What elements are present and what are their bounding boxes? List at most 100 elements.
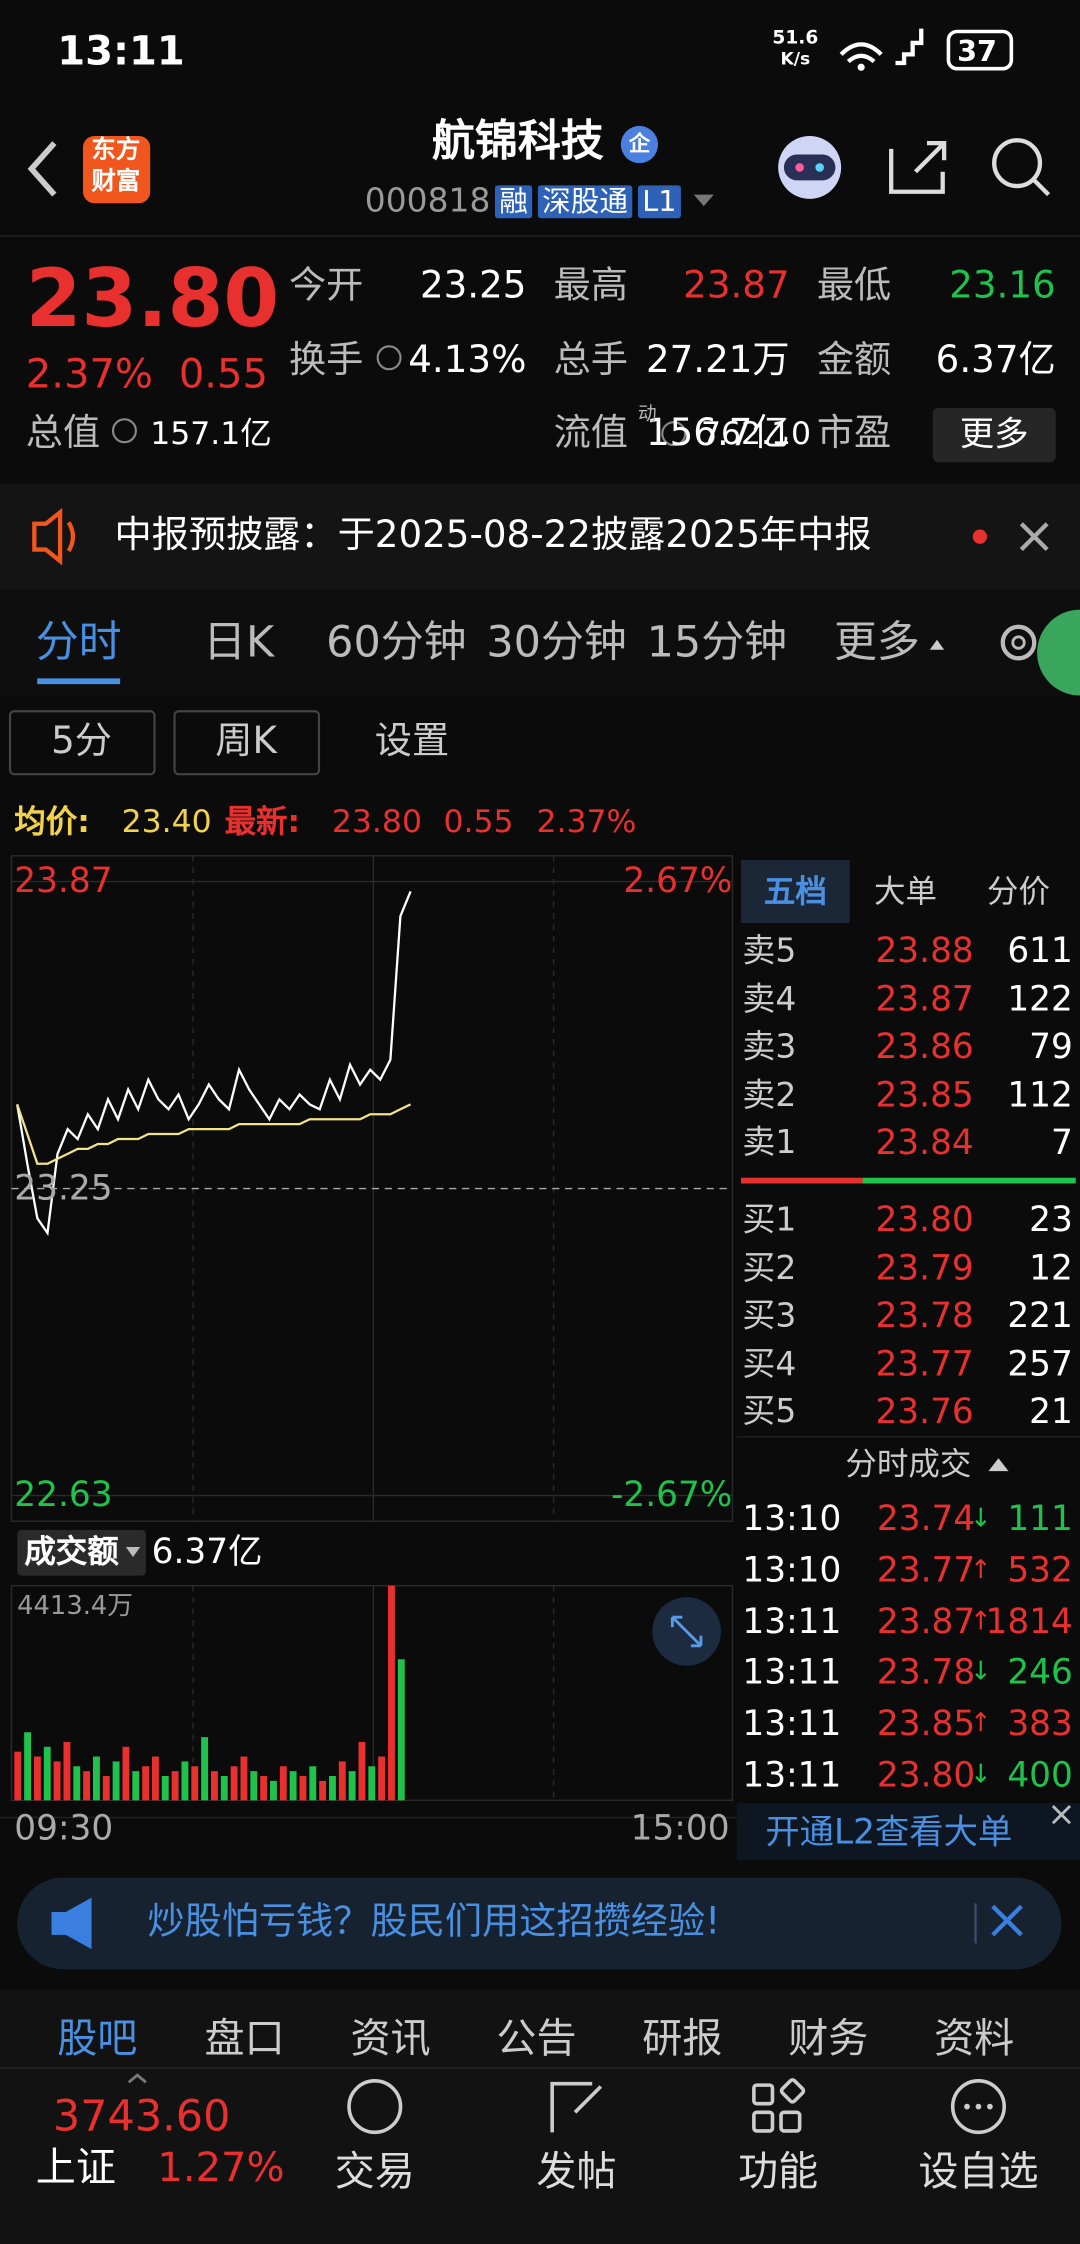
bottom-tab[interactable]: 资讯 (350, 2014, 431, 2063)
volume-bar (319, 1780, 327, 1801)
book-tab[interactable]: 五档 (763, 874, 827, 911)
volume-bar (33, 1756, 41, 1801)
ad-text[interactable]: 炒股怕亏钱？股民们用这招攒经验! (147, 1900, 721, 1944)
volume-bar (92, 1756, 100, 1801)
trade-volume: 111 (1007, 1498, 1073, 1539)
bottom-tab[interactable]: 股吧 (57, 2014, 138, 2063)
volume-bar (220, 1776, 228, 1801)
volume-bar (358, 1741, 366, 1801)
bottom-tab[interactable]: 盘口 (204, 2014, 285, 2063)
footer-action[interactable]: 交易 (334, 2147, 415, 2196)
subtab[interactable]: 5分 (51, 719, 112, 763)
book-volume: 23 (1029, 1199, 1073, 1240)
volume-bar (112, 1761, 120, 1801)
logo: 财富 (91, 167, 141, 197)
volume-title: 成交额 (24, 1534, 119, 1571)
price: 23.80 (25, 253, 280, 347)
book-price: 23.86 (875, 1026, 974, 1067)
x-tick-label: 15:00 (630, 1807, 730, 1848)
trade-volume: 532 (1007, 1549, 1073, 1590)
book-label: 买5 (742, 1394, 797, 1432)
volume-bar (73, 1766, 81, 1801)
trade-time: 13:11 (742, 1601, 842, 1642)
avg-label: 均价: (14, 804, 90, 841)
volume-bar (171, 1771, 179, 1801)
volume-bar (83, 1771, 91, 1801)
tab[interactable]: 分时 (35, 617, 122, 668)
badge: 企 (628, 130, 651, 157)
trade-volume: 246 (1007, 1652, 1073, 1693)
tab[interactable]: 30分钟 (486, 617, 627, 668)
book-volume: 221 (1007, 1295, 1073, 1336)
x-tick-label: 09:30 (14, 1807, 114, 1848)
trades-title: 分时成交 (845, 1447, 972, 1484)
book-volume: 112 (1007, 1074, 1073, 1115)
price-line (16, 1103, 412, 1165)
bottom-tab[interactable]: 公告 (496, 2014, 577, 2063)
subtab[interactable]: 设置 (374, 719, 450, 763)
trade-time: 13:10 (742, 1549, 842, 1590)
book-price: 23.84 (875, 1122, 974, 1163)
volume-bar (24, 1732, 32, 1801)
more-button[interactable]: 更多 (959, 413, 1029, 454)
book-volume: 611 (1007, 930, 1073, 971)
tab[interactable]: 60分钟 (326, 617, 467, 668)
book-tab[interactable]: 分价 (987, 874, 1050, 911)
book-volume: 7 (1051, 1122, 1073, 1163)
change: 0.55 (443, 804, 514, 841)
book-label: 卖3 (742, 1028, 797, 1067)
book-label: 卖2 (742, 1077, 797, 1115)
book-volume: 257 (1007, 1343, 1073, 1384)
footer-action[interactable]: 发帖 (536, 2147, 617, 2196)
field-label: 换手 (288, 339, 364, 383)
book-price: 23.76 (875, 1391, 974, 1432)
field-value: 27.21万 (645, 339, 790, 383)
field-label: 最高 (553, 264, 629, 308)
logo: 东方 (91, 136, 141, 165)
field-label: 市盈 (816, 412, 892, 456)
volume-bar (132, 1771, 140, 1801)
volume-bar (102, 1776, 110, 1801)
bottom-tab[interactable]: 财务 (788, 2014, 869, 2063)
field-value: 156.7亿 (645, 412, 790, 456)
y-tick-label: 22.63 (14, 1474, 113, 1515)
book-tab[interactable]: 大单 (874, 874, 937, 911)
trade-price: 23.78 (876, 1652, 976, 1693)
trade-volume: 1814 (985, 1601, 1073, 1642)
tab[interactable]: 更多 (833, 617, 920, 668)
trade-volume: 400 (1007, 1754, 1073, 1795)
field-label: 流值 (553, 412, 629, 456)
latest: 23.80 (331, 804, 422, 841)
trade-direction: ↑ (969, 1554, 992, 1585)
book-label: 买1 (742, 1201, 797, 1240)
field-label: 最低 (816, 264, 892, 308)
subtab[interactable]: 周K (215, 719, 277, 763)
clock: 13:11 (57, 27, 185, 75)
volume-bar (368, 1766, 376, 1801)
footer-action[interactable]: 设自选 (918, 2147, 1039, 2196)
net-speed-unit: K/s (780, 48, 811, 69)
field-value: 23.25 (419, 264, 527, 308)
tab[interactable]: 日K (203, 617, 275, 668)
bottom-tab[interactable]: 研报 (642, 2014, 723, 2063)
volume-bar (181, 1761, 189, 1801)
y-tick-label: 4413.4万 (17, 1590, 134, 1621)
book-label: 买2 (742, 1249, 797, 1288)
l2-banner[interactable]: 开通L2查看大单 (765, 1812, 1013, 1853)
trade-volume: 383 (1007, 1703, 1073, 1744)
footer-action[interactable]: 功能 (738, 2147, 819, 2196)
tab[interactable]: 15分钟 (646, 617, 788, 668)
volume-bar (210, 1771, 218, 1801)
volume-bar (14, 1751, 22, 1801)
bottom-tab[interactable]: 资料 (934, 2014, 1015, 2063)
book-volume: 122 (1007, 978, 1073, 1019)
field-value: 6.37亿 (935, 339, 1056, 383)
field-label: 金额 (816, 339, 892, 383)
trade-price: 23.87 (876, 1601, 976, 1642)
field-value: 4.13% (408, 339, 527, 383)
volume-bar (289, 1771, 297, 1801)
pct: 2.37% (25, 350, 153, 398)
book-price: 23.79 (875, 1247, 974, 1288)
